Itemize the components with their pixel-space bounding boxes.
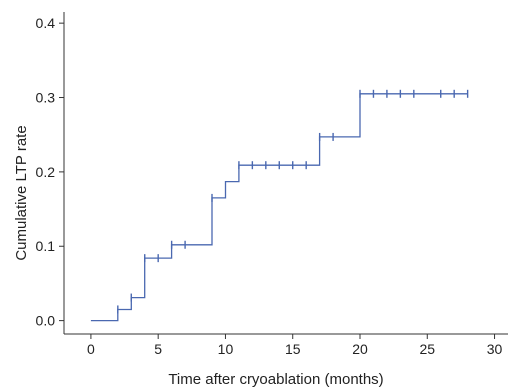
x-axis-title: Time after cryoablation (months) <box>168 371 383 388</box>
x-tick-label: 25 <box>419 341 435 357</box>
x-tick-label: 10 <box>218 341 234 357</box>
x-tick-label: 15 <box>285 341 301 357</box>
x-tick-label: 20 <box>352 341 368 357</box>
y-tick-label: 0.2 <box>36 164 56 180</box>
x-tick-label: 30 <box>487 341 503 357</box>
y-tick-label: 0.0 <box>36 313 56 329</box>
x-tick-label: 0 <box>87 341 95 357</box>
y-axis-title: Cumulative LTP rate <box>13 125 30 260</box>
y-tick-label: 0.3 <box>36 90 56 106</box>
series-layer <box>90 89 469 322</box>
x-tick-label: 5 <box>154 341 162 357</box>
y-tick-label: 0.1 <box>36 238 56 254</box>
axes: 0 5 10 15 20 25 30 0.0 0.1 0.2 0.3 0.4 <box>36 12 508 357</box>
km-step-line <box>90 93 468 322</box>
y-tick-label: 0.4 <box>36 15 56 31</box>
